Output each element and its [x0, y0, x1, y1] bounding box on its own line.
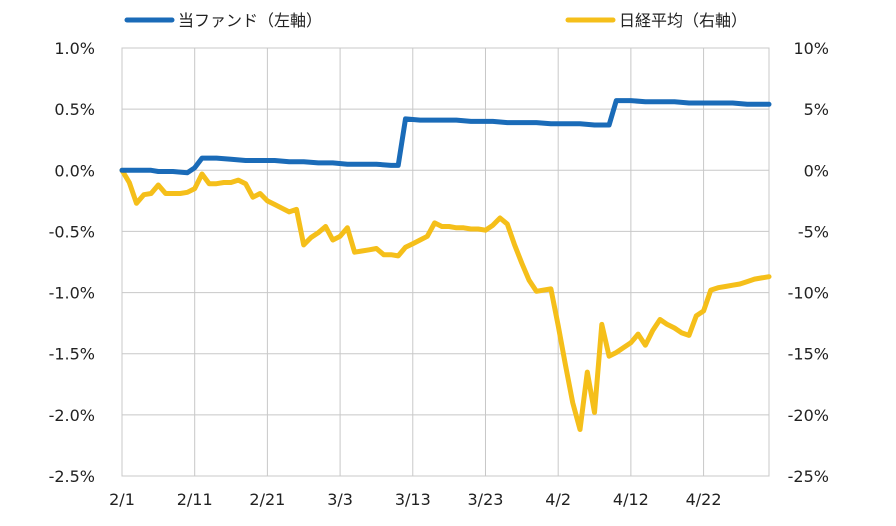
x-tick-label: 3/3 [327, 490, 353, 509]
right-tick-label: 5% [804, 100, 829, 119]
x-tick-label: 2/21 [249, 490, 285, 509]
legend-item-fund[interactable]: 当ファンド（左軸） [124, 11, 322, 30]
legend-label-nikkei: 日経平均（右軸） [619, 11, 747, 30]
plot-frame [121, 47, 770, 477]
left-tick-label: -0.5% [49, 222, 95, 241]
grid [121, 47, 769, 477]
left-tick-label: 0.5% [54, 100, 95, 119]
right-axis: 10% 5% 0% -5% -10% -15% -20% -25% [788, 39, 829, 486]
legend: 当ファンド（左軸） 日経平均（右軸） [124, 11, 747, 30]
x-tick-label: 4/2 [545, 490, 571, 509]
right-tick-label: -25% [788, 467, 829, 486]
legend-item-nikkei[interactable]: 日経平均（右軸） [565, 11, 747, 30]
left-tick-label: -2.5% [49, 467, 95, 486]
x-tick-label: 4/22 [686, 490, 722, 509]
series-layer [119, 98, 772, 432]
left-tick-label: 0.0% [54, 161, 95, 180]
right-tick-label: -10% [788, 284, 829, 303]
right-tick-label: 0% [804, 161, 829, 180]
x-tick-label: 4/12 [613, 490, 649, 509]
x-axis: 2/1 2/11 2/21 3/3 3/13 3/23 4/2 4/12 4/22 [109, 490, 721, 509]
right-tick-label: -20% [788, 406, 829, 425]
x-tick-label: 3/23 [468, 490, 504, 509]
left-tick-label: 1.0% [54, 39, 95, 58]
legend-label-fund: 当ファンド（左軸） [178, 11, 322, 30]
series-line-fund [119, 98, 772, 176]
left-axis: 1.0% 0.5% 0.0% -0.5% -1.0% -1.5% -2.0% -2.5% [49, 39, 95, 486]
series-line-nikkei [119, 167, 772, 432]
right-tick-label: -15% [788, 345, 829, 364]
x-tick-label: 2/11 [177, 490, 213, 509]
x-tick-label: 3/13 [395, 490, 431, 509]
right-tick-label: -5% [798, 222, 829, 241]
right-tick-label: 10% [793, 39, 829, 58]
left-tick-label: -2.0% [49, 406, 95, 425]
left-tick-label: -1.0% [49, 284, 95, 303]
left-tick-label: -1.5% [49, 345, 95, 364]
x-tick-label: 2/1 [109, 490, 135, 509]
